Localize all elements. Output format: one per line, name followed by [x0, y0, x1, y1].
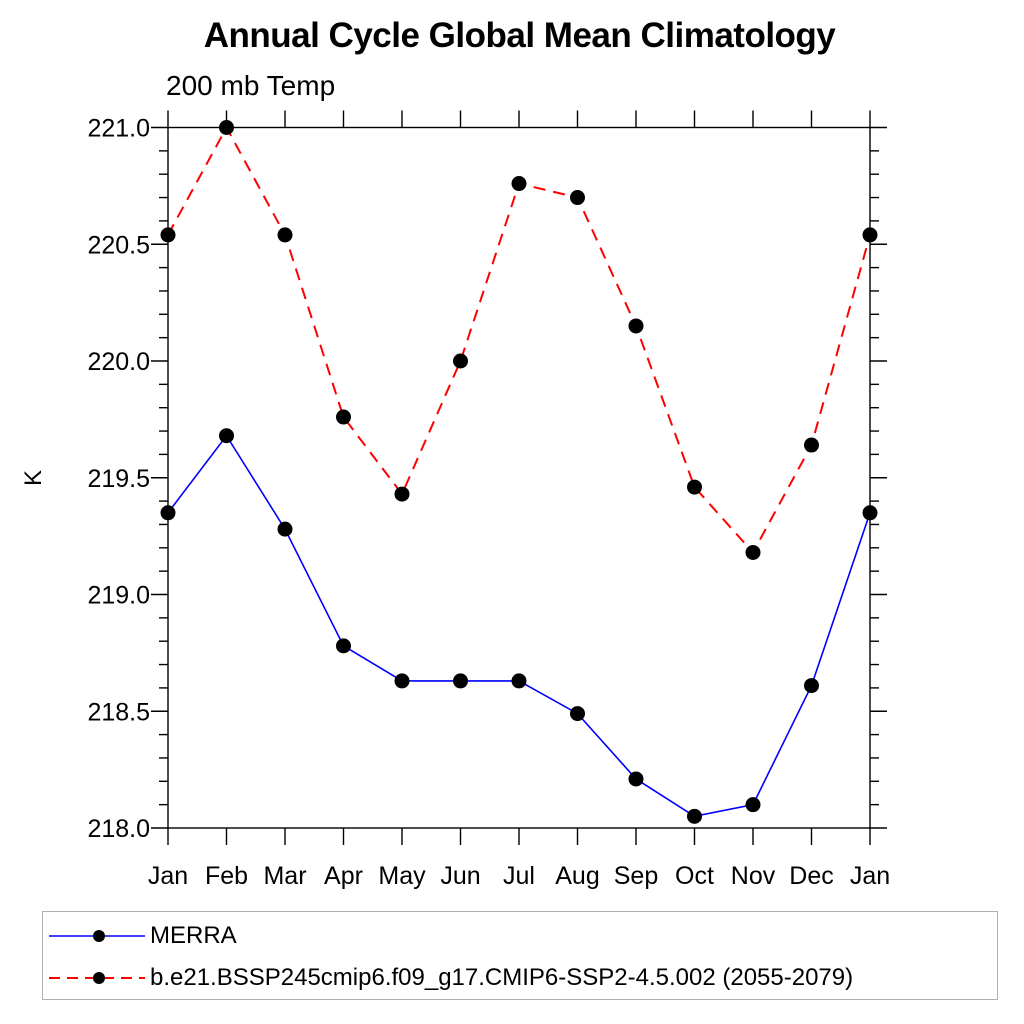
y-axis-tick-label: 220.5: [87, 231, 150, 259]
data-point-marker: [453, 673, 468, 689]
data-point-marker: [687, 808, 702, 824]
data-point-marker: [219, 120, 234, 135]
legend-swatch-marker: [93, 972, 105, 984]
data-point-marker: [687, 479, 702, 495]
data-point-marker: [628, 771, 644, 787]
chart-title: Annual Cycle Global Mean Climatology: [203, 16, 836, 55]
x-axis-month-label: Aug: [555, 862, 599, 890]
series-line-0: [167, 434, 871, 818]
y-axis-tick-label: 219.5: [87, 465, 150, 493]
data-point-marker: [277, 521, 293, 537]
x-axis-month-label: May: [378, 862, 426, 890]
data-point-marker: [745, 544, 761, 560]
legend-swatch-line: [49, 972, 145, 984]
x-axis-month-label: Apr: [324, 862, 363, 890]
legend-label: b.e21.BSSP245cmip6.f09_g17.CMIP6-SSP2-4.…: [150, 964, 854, 991]
legend-label: MERRA: [150, 922, 237, 949]
legend-box: MERRA b.e21.BSSP245cmip6.f09_g17.CMIP6-S…: [42, 911, 998, 1000]
data-point-marker: [511, 176, 527, 192]
x-axis-month-label: Oct: [675, 862, 714, 890]
data-point-marker: [804, 678, 819, 694]
x-axis-month-label: Jun: [440, 862, 480, 890]
data-point-marker: [570, 190, 585, 206]
data-point-marker: [511, 673, 527, 689]
data-point-marker: [277, 227, 293, 243]
data-point-marker: [394, 486, 410, 502]
x-axis-month-label: Nov: [731, 862, 776, 890]
x-axis-month-label: Feb: [205, 862, 248, 890]
data-point-marker: [219, 428, 234, 444]
legend-item-merra: MERRA: [47, 920, 237, 952]
data-point-marker: [862, 227, 878, 243]
data-point-marker: [160, 505, 176, 521]
y-axis-tick-label: 221.0: [87, 115, 150, 143]
data-point-marker: [453, 353, 468, 369]
data-point-marker: [745, 797, 761, 813]
data-point-marker: [862, 505, 878, 521]
y-axis-tick-label: 218.5: [87, 698, 150, 726]
x-axis-month-label: Jan: [850, 862, 890, 890]
y-axis-tick-label: 219.0: [87, 582, 150, 610]
x-axis-month-label: Dec: [789, 862, 833, 890]
data-point-marker: [628, 318, 644, 334]
legend-swatch-marker: [93, 930, 105, 942]
x-axis-month-label: Jan: [148, 862, 188, 890]
legend-swatch-line: [49, 930, 145, 942]
x-axis-month-label: Mar: [263, 862, 306, 890]
chart-subtitle: 200 mb Temp: [166, 70, 336, 101]
y-axis-tick-label: 218.0: [87, 815, 150, 843]
data-point-marker: [394, 673, 410, 689]
data-point-marker: [804, 437, 819, 453]
data-point-marker: [570, 706, 585, 722]
data-point-marker: [160, 227, 176, 243]
plot-frame: [167, 126, 871, 829]
legend-item-model: b.e21.BSSP245cmip6.f09_g17.CMIP6-SSP2-4.…: [47, 962, 853, 994]
data-point-marker: [336, 409, 351, 425]
y-axis-tick-label: 220.0: [87, 348, 150, 376]
plot-area: 218.0 218.5 219.0 219.5 220.0 220.5 221.0 Jan Fe…: [87, 110, 890, 890]
series-line-1: [167, 125, 871, 555]
data-point-marker: [336, 638, 351, 654]
x-axis-month-label: Jul: [503, 862, 535, 890]
x-axis-month-label: Sep: [614, 862, 658, 890]
